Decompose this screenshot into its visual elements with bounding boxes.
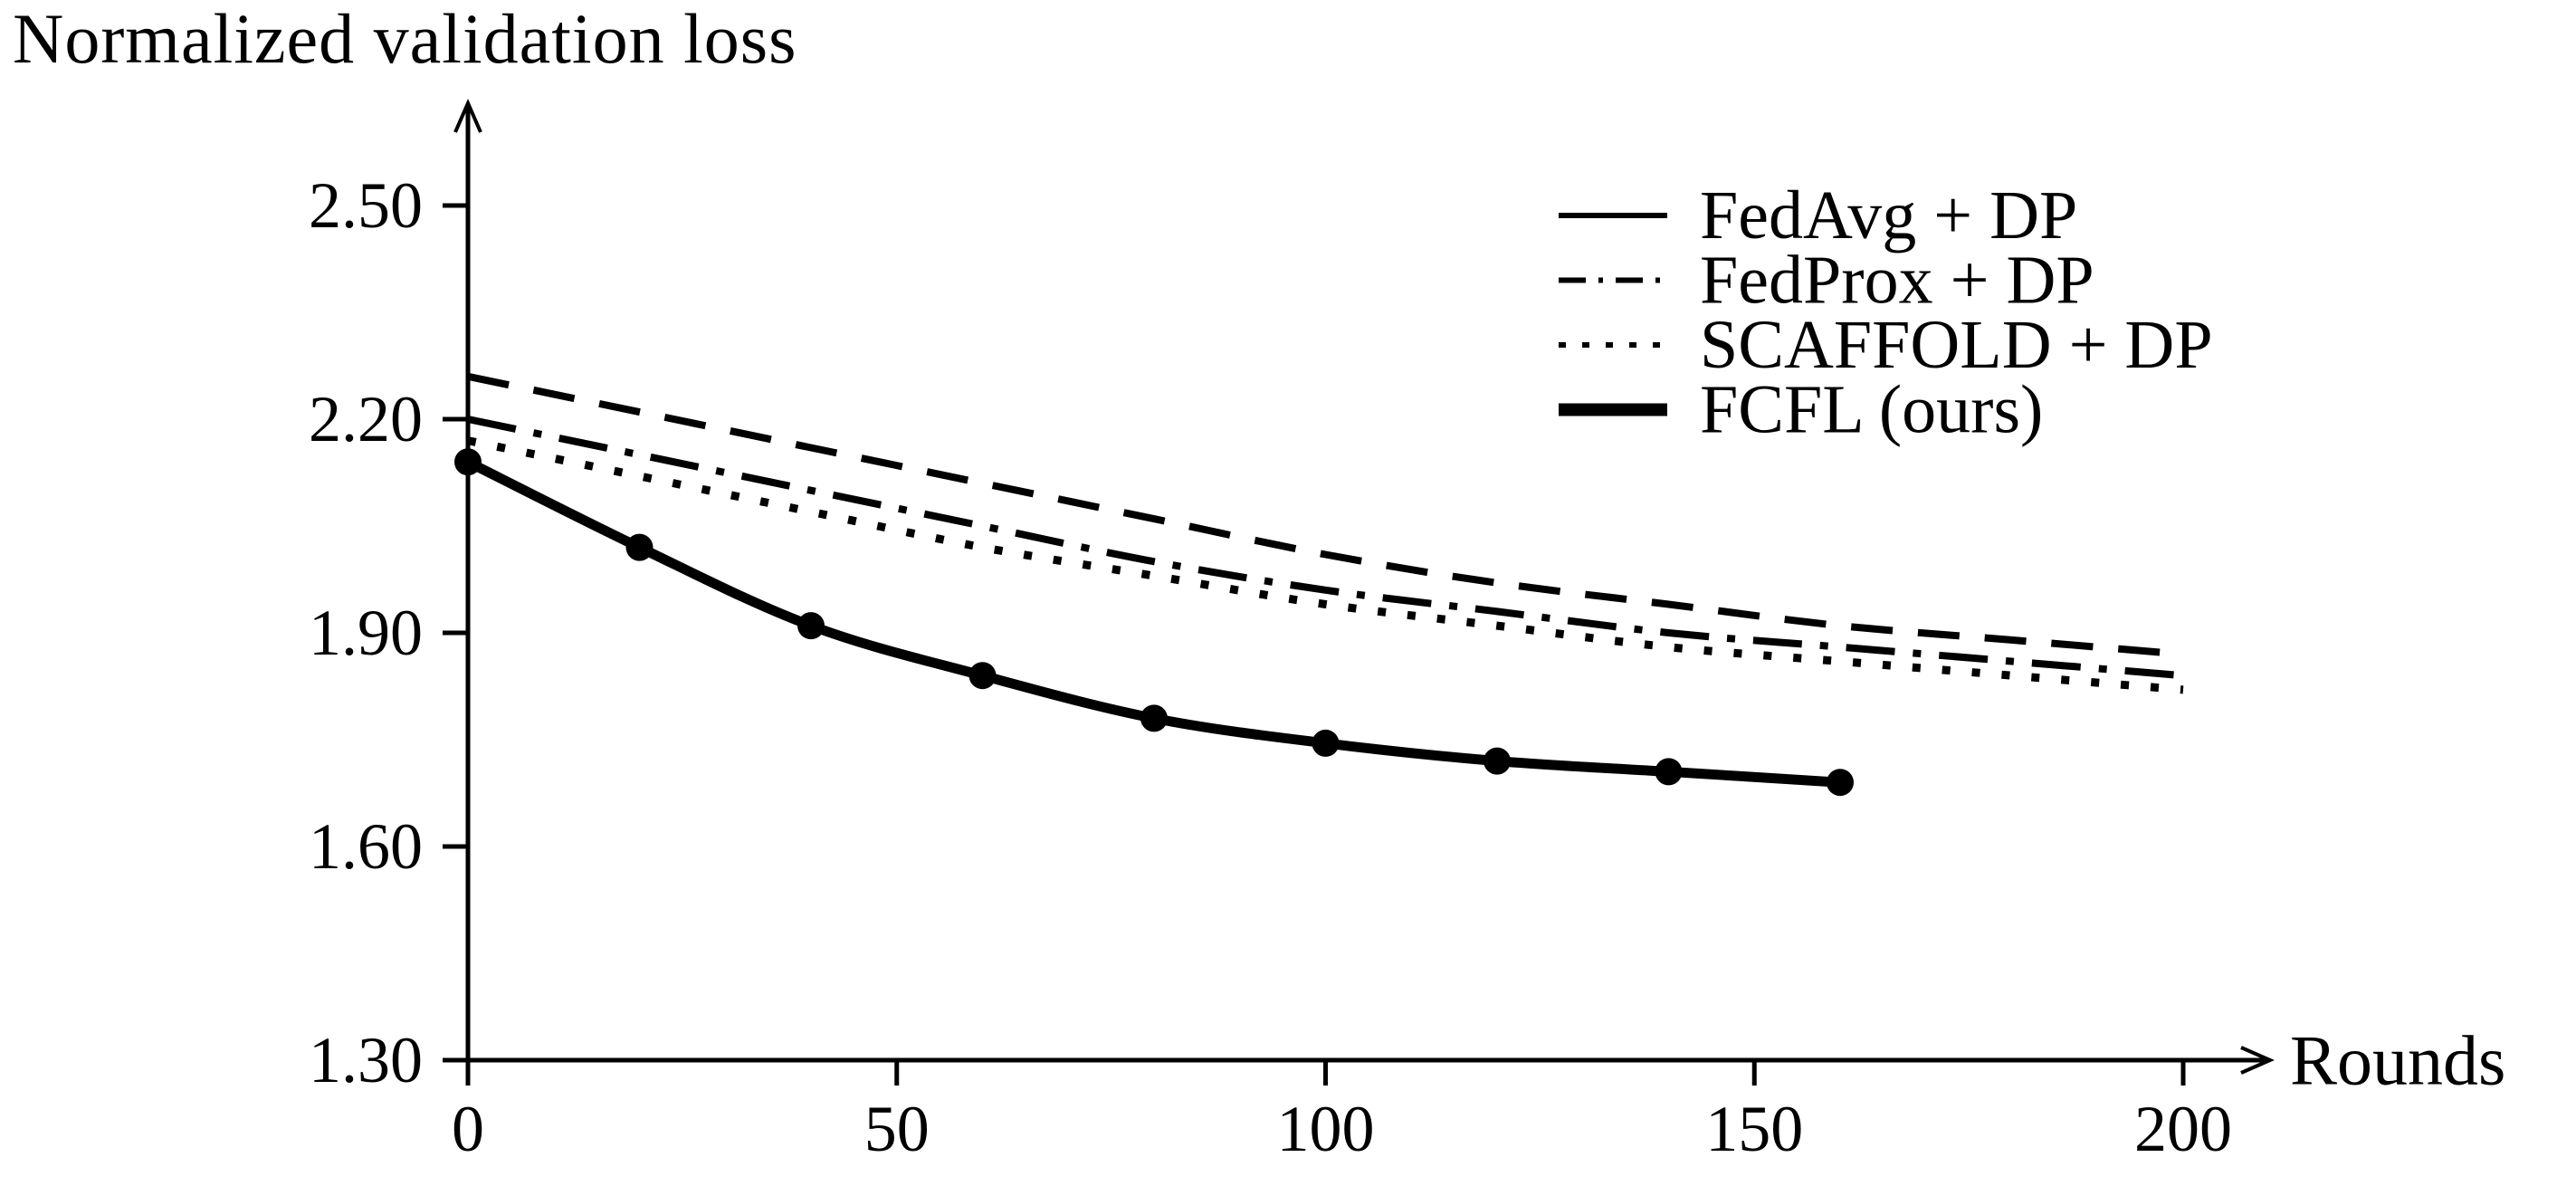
x-tick-label: 0 [452,1093,484,1165]
data-point-marker [454,448,482,476]
y-tick-label: 1.60 [309,810,423,883]
data-point-marker [1140,704,1168,732]
data-point-marker [1655,758,1683,786]
data-point-marker [625,533,654,561]
data-point-marker [1484,747,1511,775]
y-tick-label: 1.90 [309,597,423,669]
legend-label: FedAvg + DP [1700,177,2077,253]
x-tick-label: 200 [2134,1093,2232,1165]
series-line-fedprox-dp [467,416,2184,680]
series-fedavg-dp [467,372,2184,658]
series-fcfl-ours [454,448,1854,797]
legend-label: FCFL (ours) [1700,372,2043,448]
series-line-fedavg-dp [467,372,2184,658]
data-point-marker [1827,769,1854,797]
series-scaffold-dp [467,436,2184,694]
x-tick-label: 150 [1705,1093,1803,1165]
x-tick-label: 50 [864,1093,930,1165]
legend-label: FedProx + DP [1700,243,2094,319]
y-axis-arrow [453,99,482,133]
axes: Rounds 2.50 2.20 1.90 1.60 1.30 0 50 100 150 200 [309,99,2505,1165]
data-point-marker [968,662,997,690]
data-point-marker [1312,729,1340,757]
y-tick-label: 2.20 [309,383,423,455]
y-tick-label: 2.50 [309,169,423,242]
x-tick-label: 100 [1277,1093,1375,1165]
y-tick-label: 1.30 [309,1024,423,1096]
series-line-fcfl-ours [465,457,1841,788]
series-line-scaffold-dp [467,436,2184,694]
legend-item: FedProx + DP [1559,243,2094,319]
legend-item: FedAvg + DP [1559,177,2077,253]
data-point-marker [797,612,825,640]
chart-title: Normalized validation loss [13,0,797,78]
x-axis-arrow [2240,1046,2275,1075]
legend-item: FCFL (ours) [1559,372,2043,448]
legend-label: SCAFFOLD + DP [1700,307,2213,383]
legend-item: SCAFFOLD + DP [1559,307,2213,383]
series-fedprox-dp [467,416,2184,680]
x-axis-label: Rounds [2290,1021,2505,1100]
